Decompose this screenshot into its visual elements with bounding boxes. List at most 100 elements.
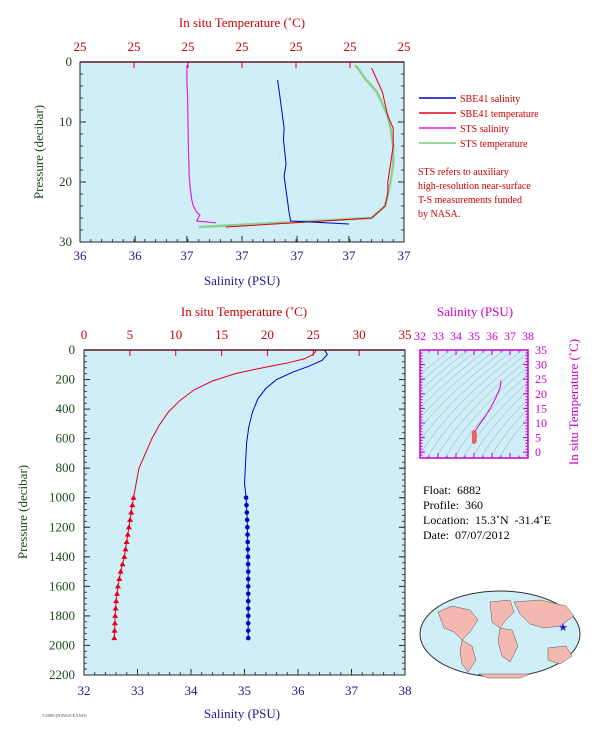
map-landmasses xyxy=(437,599,575,679)
main-salinity-marker xyxy=(245,635,251,641)
sts-note-line-3: T-S measurements funded xyxy=(418,195,523,206)
ts-density-contour xyxy=(420,350,452,375)
top-x2-tick-label: 25 xyxy=(236,39,249,54)
main-salinity-marker xyxy=(245,554,251,560)
main-ticks: 32 33 34 35 36 37 38 0 5 10 15 20 25 30 35 0 200 400 600 80… xyxy=(49,327,412,698)
ts-y-tick-label: 25 xyxy=(535,372,547,386)
main-salinity-marker xyxy=(245,591,251,597)
sts-note-line-1: STS refers to auxiliary xyxy=(418,167,509,178)
ts-y-tick-label: 30 xyxy=(535,358,547,372)
main-temperature-marker xyxy=(111,620,118,626)
main-x-tick-label: 33 xyxy=(131,683,144,698)
ts-density-contour xyxy=(420,350,497,419)
top-y-tick-label: 30 xyxy=(59,234,72,249)
main-x2-tick-label: 15 xyxy=(215,327,228,342)
ts-density-contour xyxy=(471,390,528,458)
ts-density-contour xyxy=(420,350,470,391)
main-salinity-marker xyxy=(245,584,251,589)
top-x-tick-label: 36 xyxy=(74,248,88,263)
ts-plot-border xyxy=(419,349,529,459)
legend-label: STS salinity xyxy=(460,124,509,135)
ts-x-tick-label: 34 xyxy=(450,329,462,343)
top-x2-tick-label: 25 xyxy=(398,39,411,54)
main-salinity-marker xyxy=(245,524,250,530)
ts-density-contour xyxy=(462,381,528,458)
main-x2-tick-label: 5 xyxy=(127,327,134,342)
ts-density-contour xyxy=(420,350,524,456)
top-x2-tick-label: 25 xyxy=(74,39,87,54)
main-temperature-marker xyxy=(123,539,130,545)
main-salinity-marker xyxy=(245,628,251,633)
ts-density-contour xyxy=(435,359,528,458)
ts-density-contour xyxy=(420,350,479,400)
top-x-tick-label: 36 xyxy=(129,248,143,263)
top-y-tick-label: 20 xyxy=(59,174,72,189)
top-plot-area xyxy=(80,62,404,242)
ts-density-contour xyxy=(444,366,528,458)
top-x-tick-label: 37 xyxy=(398,248,412,263)
main-y-tick-label: 400 xyxy=(56,401,76,416)
main-y-tick-label: 800 xyxy=(56,460,76,475)
main-salinity-marker xyxy=(245,613,251,619)
ts-density-contour xyxy=(426,352,528,458)
sts-note-line-4: by NASA. xyxy=(418,209,461,220)
ts-y-tick-label: 20 xyxy=(535,387,547,401)
main-y-tick-label: 2000 xyxy=(49,637,75,652)
main-temperature-marker xyxy=(113,598,120,604)
top-x-tick-label: 37 xyxy=(180,248,194,263)
main-x-tick-label: 37 xyxy=(345,683,359,698)
float-location: Location: 15.3˚N -31.4˚E xyxy=(423,513,551,527)
ts-density-contours xyxy=(420,350,528,458)
ts-x-tick-label: 32 xyxy=(414,329,426,343)
ts-x-tick-label: 38 xyxy=(522,329,534,343)
main-y-tick-label: 1200 xyxy=(49,519,75,534)
main-temperature-marker xyxy=(117,568,124,574)
main-x2-tick-label: 25 xyxy=(307,327,320,342)
ts-y-tick-label: 15 xyxy=(535,401,547,415)
world-map: ★ xyxy=(419,590,581,679)
main-temperature-marker xyxy=(112,612,119,618)
main-series-group xyxy=(111,350,329,641)
main-temperature-marker xyxy=(124,531,131,537)
main-temperature-marker xyxy=(128,509,135,515)
top-plot-border xyxy=(79,61,405,243)
main-temperature-marker xyxy=(129,502,136,508)
top-x2-tick-label: 25 xyxy=(128,39,141,54)
top-y-tick-label: 10 xyxy=(59,114,72,129)
float-id: Float: 6882 xyxy=(423,483,482,497)
main-temperature-marker xyxy=(111,627,118,633)
main-x-tick-label: 36 xyxy=(292,683,306,698)
main-y-tick-label: 1000 xyxy=(49,490,75,505)
main-salinity-line xyxy=(243,350,329,639)
top-x2-axis-title: In situ Temperature (˚C) xyxy=(179,15,305,30)
main-salinity-marker xyxy=(245,598,251,604)
main-salinity-marker xyxy=(245,561,251,567)
ts-x-tick-label: 37 xyxy=(504,329,516,343)
sts-note: STS refers to auxiliary high-resolution … xyxy=(418,166,598,222)
top-y-axis-title: Pressure (decibar) xyxy=(31,105,46,199)
main-x-tick-label: 35 xyxy=(238,683,251,698)
profile-number: Profile: 360 xyxy=(423,498,483,512)
sts-note-line-2: high-resolution near-surface xyxy=(418,181,531,192)
main-temperature-marker xyxy=(114,590,121,596)
legend: SBE41 salinity SBE41 temperature STS salin… xyxy=(419,94,539,150)
main-x-axis-title: Salinity (PSU) xyxy=(204,706,280,721)
main-x-tick-label: 34 xyxy=(185,683,199,698)
main-temperature-marker xyxy=(130,494,137,500)
ts-y-tick-label: 35 xyxy=(535,343,547,357)
profile-date: Date: 07/07/2012 xyxy=(423,528,510,542)
ts-deep-point xyxy=(472,429,477,435)
top-x-tick-label: 37 xyxy=(236,248,250,263)
ts-density-contour xyxy=(453,374,528,458)
legend-label: SBE41 temperature xyxy=(460,109,539,120)
ts-density-contour xyxy=(489,407,528,458)
top-x2-tick-label: 25 xyxy=(344,39,357,54)
ts-x-tick-label: 36 xyxy=(486,329,498,343)
main-temperature-marker xyxy=(121,553,128,559)
top-y-tick-label: 0 xyxy=(66,54,73,69)
float-info: Float: 6882 Profile: 360 Location: 15.3˚… xyxy=(423,483,598,543)
main-salinity-marker xyxy=(245,539,251,545)
